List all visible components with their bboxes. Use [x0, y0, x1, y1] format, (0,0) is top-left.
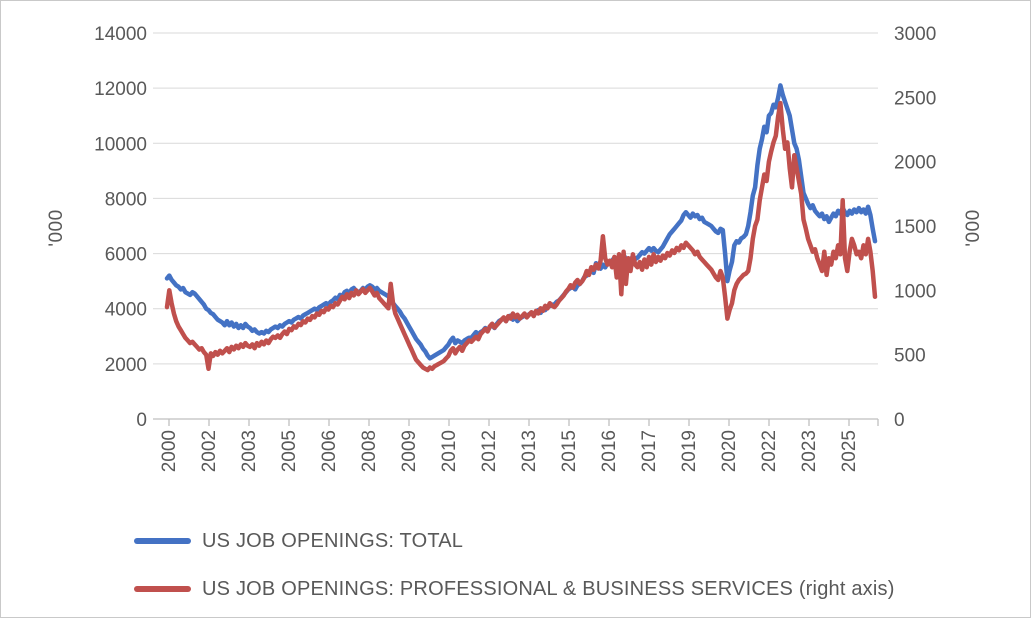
- x-tick-label: 2003: [239, 430, 260, 472]
- right-axis-tick-label: 0: [894, 410, 905, 431]
- x-tick-label: 2006: [319, 430, 340, 472]
- x-tick-label: 2013: [519, 430, 540, 472]
- right-axis-tick-label: 3000: [894, 24, 936, 45]
- left-axis-tick-label: 6000: [105, 245, 147, 266]
- left-axis-tick-label: 4000: [105, 300, 147, 321]
- left-axis-title: '000: [46, 209, 67, 247]
- x-tick-label: 2023: [799, 430, 820, 472]
- x-tick-label: 2020: [719, 430, 740, 472]
- x-tick-label: 2025: [839, 430, 860, 472]
- right-axis-tick-label: 1000: [894, 281, 936, 302]
- left-axis-tick-label: 2000: [105, 355, 147, 376]
- x-tick-label: 2010: [439, 430, 460, 472]
- legend: US JOB OPENINGS: TOTAL US JOB OPENINGS: …: [134, 517, 895, 613]
- left-axis-tick-label: 12000: [94, 79, 147, 100]
- right-axis-tick-label: 2000: [894, 153, 936, 174]
- x-tick-label: 2017: [639, 430, 660, 472]
- x-tick-label: 2009: [399, 430, 420, 472]
- x-tick-label: 2016: [599, 430, 620, 472]
- x-tick-label: 2002: [199, 430, 220, 472]
- left-axis-tick-label: 0: [136, 410, 147, 431]
- x-tick-label: 2019: [679, 430, 700, 472]
- legend-label-total: US JOB OPENINGS: TOTAL: [202, 529, 464, 552]
- left-axis-tick-label: 14000: [94, 24, 147, 45]
- legend-label-professional: US JOB OPENINGS: PROFESSIONAL & BUSINESS…: [202, 577, 895, 600]
- x-tick-label: 2008: [359, 430, 380, 472]
- right-axis-tick-label: 500: [894, 346, 926, 367]
- right-axis-tick-label: 1500: [894, 217, 936, 238]
- professional-series-line: [164, 100, 878, 373]
- x-tick-label: 2015: [559, 430, 580, 472]
- right-axis-tick-label: 2500: [894, 88, 936, 109]
- legend-item-professional: US JOB OPENINGS: PROFESSIONAL & BUSINESS…: [134, 565, 895, 613]
- x-tick-label: 2000: [159, 430, 180, 472]
- legend-swatch-total-line: [134, 538, 191, 544]
- left-axis-tick-label: 10000: [94, 134, 147, 155]
- legend-swatch-professional-line: [134, 586, 191, 592]
- legend-item-total: US JOB OPENINGS: TOTAL: [134, 517, 895, 565]
- x-tick-label: 2005: [279, 430, 300, 472]
- left-axis-tick-label: 8000: [105, 189, 147, 210]
- right-axis-title: '000: [963, 209, 984, 247]
- x-tick-label: 2022: [759, 430, 780, 472]
- x-tick-label: 2012: [479, 430, 500, 472]
